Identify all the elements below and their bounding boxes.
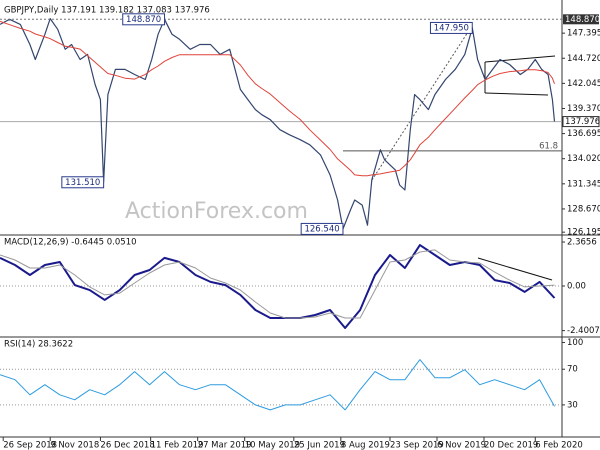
x-tick-label: 8 Aug 2019 bbox=[341, 441, 390, 450]
panel-title: RSI(14) 28.3622 bbox=[4, 340, 73, 350]
x-tick-label: 26 Sep 2018 bbox=[3, 441, 57, 450]
y-tick-label: 139.370 bbox=[567, 104, 600, 114]
x-tick-label: 26 Dec 2018 bbox=[100, 441, 154, 450]
annotation-box bbox=[300, 222, 344, 235]
y-tick-label: 144.720 bbox=[567, 54, 600, 64]
series-line bbox=[0, 18, 556, 230]
x-tick-label: 6 Feb 2020 bbox=[535, 441, 583, 450]
x-tick-label: 25 Jun 2019 bbox=[294, 441, 345, 450]
y-tick-label: 30 bbox=[567, 400, 578, 410]
y-tick-label: 136.695 bbox=[567, 129, 600, 139]
x-tick-label: 11 Feb 2019 bbox=[151, 441, 204, 450]
x-tick-label: 20 Dec 2019 bbox=[484, 441, 538, 450]
trend-line bbox=[371, 31, 469, 181]
y-tick-label: 131.345 bbox=[567, 179, 600, 189]
series-line bbox=[0, 249, 555, 319]
x-tick-label: 10 May 2019 bbox=[245, 441, 300, 450]
x-tick-label: 9 Nov 2018 bbox=[50, 441, 99, 450]
channel-line bbox=[484, 92, 549, 96]
y-tick-label: 142.045 bbox=[567, 79, 600, 89]
y-tick-label: 126.195 bbox=[567, 228, 600, 238]
x-tick-label: 23 Sep 2019 bbox=[390, 441, 444, 450]
last-price-label: 137.976 bbox=[565, 117, 600, 127]
y-tick-label: 128.670 bbox=[567, 204, 600, 214]
annotation-label: 126.540 bbox=[304, 224, 339, 234]
annotation-label: 147.950 bbox=[434, 23, 469, 33]
watermark: ActionForex.com bbox=[125, 199, 308, 224]
annotation-box bbox=[61, 176, 105, 189]
y-tick-label: 134.020 bbox=[567, 154, 600, 164]
level-box bbox=[563, 14, 599, 25]
y-tick-label: 2.3656 bbox=[567, 238, 597, 248]
y-tick-label: 0.00 bbox=[567, 282, 586, 292]
annotation-label: 131.510 bbox=[65, 178, 100, 188]
retracement-label: 61.8 bbox=[539, 141, 558, 151]
x-tick-label: 6 Nov 2019 bbox=[437, 441, 486, 450]
annotation-label: 148.870 bbox=[126, 15, 161, 25]
panel-title: GBPJPY,Daily 137.191 139.182 137.083 137… bbox=[4, 6, 210, 16]
level-label: 148.870 bbox=[565, 15, 600, 25]
annotation-box bbox=[122, 13, 166, 26]
last-price-box bbox=[562, 116, 600, 128]
trend-line bbox=[477, 257, 553, 281]
y-tick-label: 100 bbox=[567, 338, 583, 348]
annotation-box bbox=[429, 21, 473, 34]
x-tick-label: 27 Mar 2019 bbox=[198, 441, 252, 450]
y-tick-label: -2.4007 bbox=[567, 326, 600, 336]
y-tick-label: 70 bbox=[567, 365, 578, 375]
panel-title: MACD(12,26,9) -0.6445 0.0510 bbox=[4, 238, 137, 248]
y-tick-label: 147.395 bbox=[567, 29, 600, 39]
channel-line bbox=[484, 55, 556, 63]
series-line bbox=[0, 244, 556, 329]
series-line bbox=[0, 20, 555, 177]
series-line bbox=[0, 359, 555, 411]
